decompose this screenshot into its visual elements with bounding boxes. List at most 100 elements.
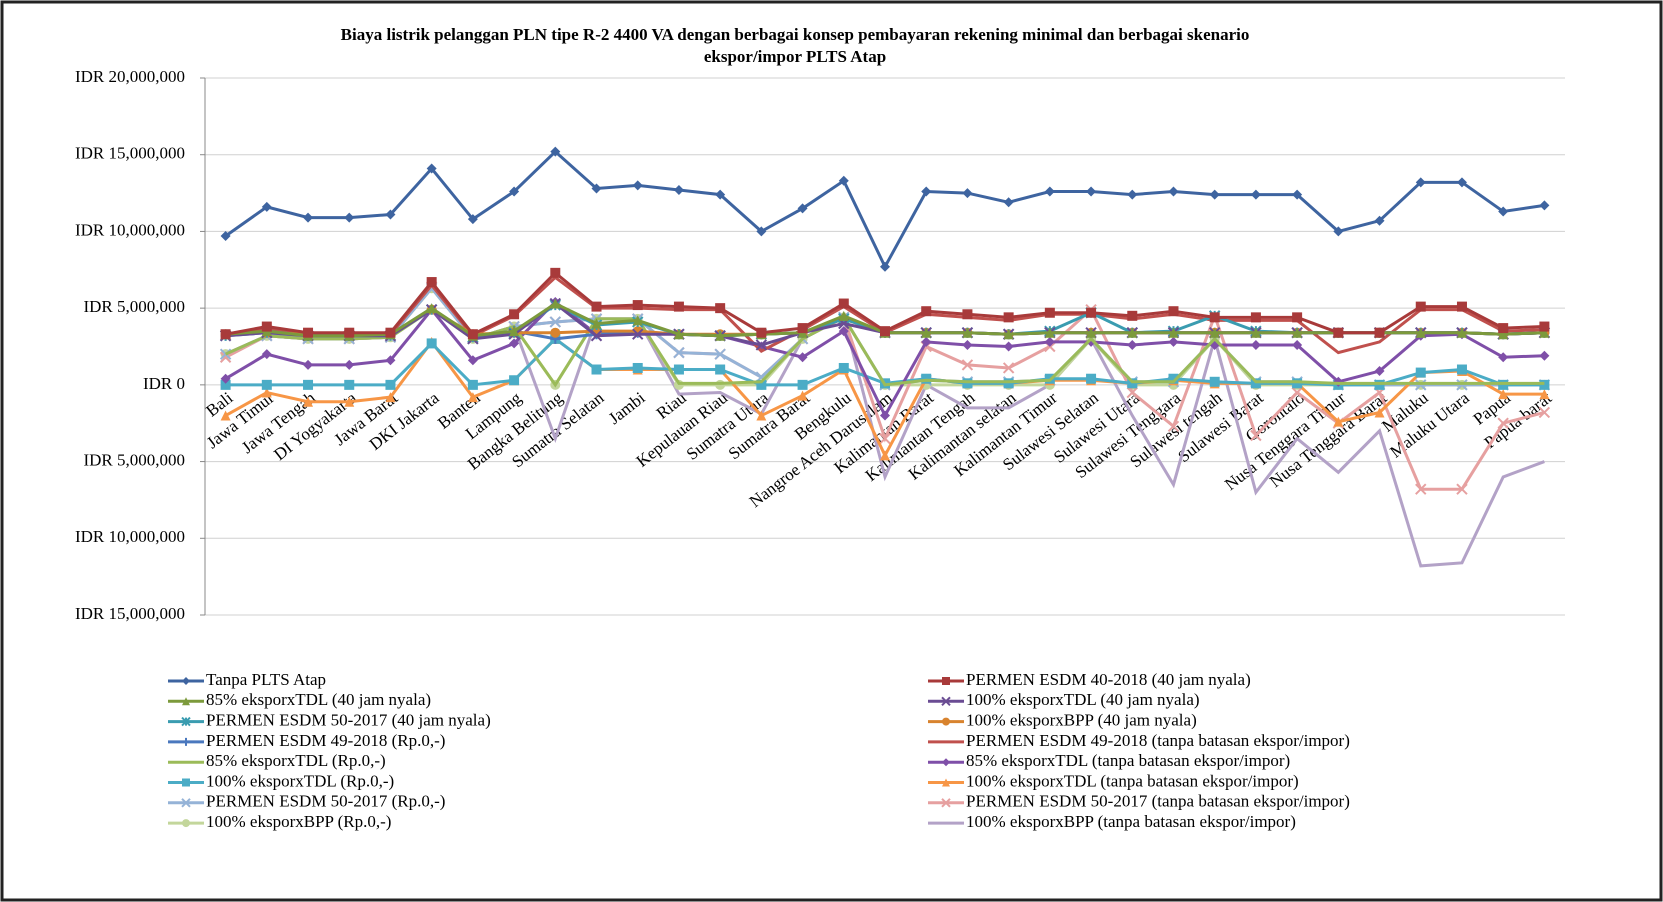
legend-label: PERMEN ESDM 50-2017 (40 jam nyala) [206,711,491,730]
data-point [1333,416,1344,427]
data-point [1456,327,1467,338]
legend-marker [182,737,190,746]
legend-marker [182,677,190,685]
legend-marker [942,677,950,685]
data-point [1127,378,1138,389]
data-point [1167,420,1180,432]
data-point [509,338,520,349]
data-point [467,214,478,225]
legend-marker [942,758,950,767]
data-point [1538,406,1551,419]
data-point [1168,186,1179,197]
legend-label: 85% eksporxTDL (tanpa batasan ekspor/imp… [966,751,1290,770]
data-point [261,201,272,212]
data-point [1539,379,1550,390]
data-point [550,327,561,338]
data-point [1374,327,1385,338]
data-point [1250,312,1261,323]
data-point [1250,429,1262,442]
data-point [632,362,643,373]
data-point [1250,339,1261,350]
legend-label: PERMEN ESDM 49-2018 (Rp.0,-) [206,731,445,750]
legend-marker [182,697,190,706]
data-point [1044,307,1055,318]
data-point [1456,379,1468,391]
data-point [261,349,272,360]
data-point [880,261,890,272]
legend-marker [942,717,950,726]
data-point [961,359,974,371]
data-point [385,392,396,403]
data-point [756,327,767,338]
data-point [426,303,437,314]
data-point [838,326,849,337]
data-point [1292,327,1303,338]
data-point [838,310,849,321]
data-point [1250,327,1261,338]
data-point [426,338,437,349]
data-point [1374,407,1385,418]
data-point [880,450,890,461]
data-point [426,277,437,288]
data-point [756,379,767,390]
y-tick-label: IDR 10,000,000 [75,220,185,239]
legend-marker [942,778,950,787]
data-point [1539,389,1550,400]
data-point [550,146,561,157]
data-point [1415,483,1427,495]
data-point [673,329,684,340]
series [220,267,1550,340]
data-point [590,330,603,342]
data-point [1374,215,1385,226]
data-point [632,328,644,340]
data-point [550,267,561,278]
y-tick-label: IDR 15,000,000 [75,144,185,163]
data-point [962,188,973,199]
data-point [303,327,314,338]
data-point [220,231,231,242]
legend-marker [941,696,951,707]
legend-label: PERMEN ESDM 50-2017 (Rp.0,-) [206,792,445,811]
data-point [591,318,602,329]
data-point [1374,379,1385,390]
data-point [1127,189,1138,200]
data-point [303,379,314,390]
legend-marker [181,798,191,808]
legend-label: 100% eksporxTDL (40 jam nyala) [966,690,1200,709]
data-point [1168,327,1179,338]
legend-label: PERMEN ESDM 50-2017 (tanpa batasan ekspo… [966,792,1350,811]
data-point [303,396,314,407]
data-point [1498,352,1509,363]
data-point [426,163,437,174]
data-point [1456,301,1467,312]
data-point [838,298,849,309]
data-point [1498,389,1509,400]
data-point [756,410,767,421]
data-point [220,379,231,390]
data-point [921,373,932,384]
data-point [509,326,520,337]
data-point [344,379,355,390]
data-point [632,300,643,311]
data-point [1168,373,1179,384]
data-point [1498,379,1509,390]
legend-marker [182,819,190,828]
legend-label: 85% eksporxTDL (Rp.0,-) [206,751,386,770]
data-point [1291,386,1303,399]
data-point [1086,327,1097,338]
data-point [1539,200,1550,211]
data-point [1415,301,1426,312]
series [220,146,1550,272]
data-point [261,321,272,332]
data-point [715,330,726,341]
data-point [1127,310,1138,321]
data-point [1498,206,1509,217]
legend-marker [181,716,191,727]
data-point [509,375,520,386]
data-point [549,316,562,328]
data-point [344,396,355,407]
data-point [344,359,355,370]
data-point [1209,312,1220,323]
legend-label: 100% eksporxBPP (40 jam nyala) [966,711,1197,730]
